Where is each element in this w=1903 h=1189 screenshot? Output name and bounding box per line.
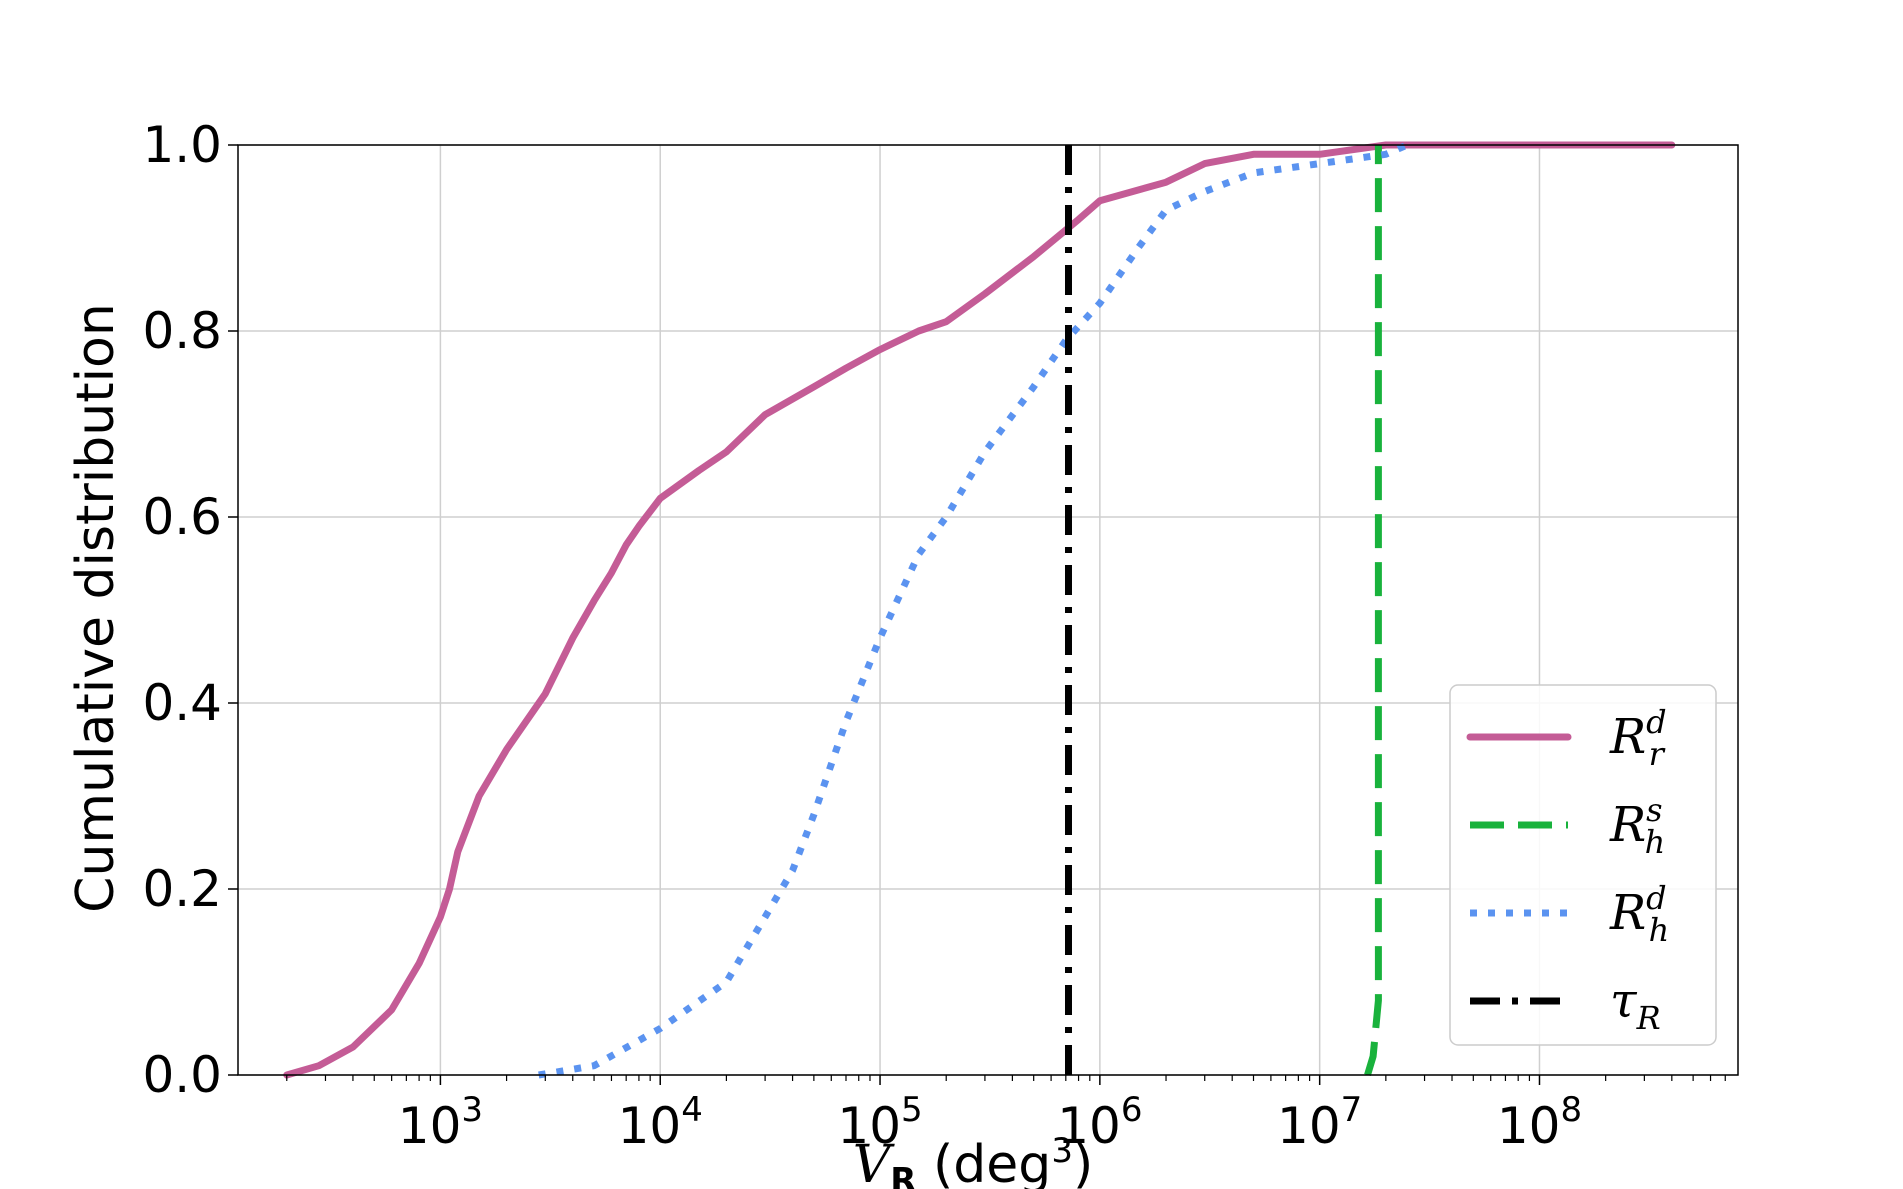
series-line-3 [538, 141, 1409, 1079]
x-tick-label: 108 [1497, 1090, 1582, 1155]
x-axis-label: VR (deg3) [853, 1131, 1094, 1189]
x-tick-label: 106 [1057, 1090, 1142, 1155]
x-tick-label: 105 [837, 1090, 922, 1155]
grid-lines [238, 144, 1738, 1076]
series-line-2 [1364, 145, 1382, 1077]
plot-frame [237, 144, 1739, 1076]
x-axis-label-var: V [853, 1135, 895, 1189]
y-tick-labels: 0.0 0.2 0.4 0.6 0.8 1.0 [142, 116, 222, 1104]
x-tick-label: 104 [618, 1090, 703, 1155]
y-tick-label: 0.6 [142, 488, 222, 546]
x-axis-label-unit-close: ) [1073, 1135, 1093, 1189]
legend-label-1: Rd r [1609, 703, 1667, 773]
series-layer [283, 141, 1676, 1079]
legend-box [1449, 684, 1717, 1046]
x-axis-label-sub: R [890, 1161, 916, 1189]
y-tick-label: 0.0 [142, 1046, 222, 1104]
x-tick-label: 103 [398, 1090, 483, 1155]
x-tick-labels: 103 104 105 106 107 108 [398, 1090, 1582, 1155]
x-axis-label-unit-sup: 3 [1051, 1131, 1073, 1171]
y-tick-label: 0.4 [142, 674, 222, 732]
legend-label-4: τR [1610, 973, 1661, 1037]
legend-label-2: Rs h [1609, 791, 1665, 861]
legend: Rd r Rs h Rd h τR [1449, 684, 1717, 1046]
legend-label-3: Rd h [1609, 879, 1669, 949]
y-tick-label: 0.8 [142, 302, 222, 360]
y-tick-label: 0.2 [142, 860, 222, 918]
y-axis-label: Cumulative distribution [66, 303, 126, 913]
x-tick-label: 107 [1277, 1090, 1362, 1155]
series-line-1 [283, 141, 1676, 1079]
x-axis-label-unit: (deg [916, 1135, 1051, 1189]
tick-marks [228, 144, 1726, 1085]
y-tick-label: 1.0 [142, 116, 222, 174]
